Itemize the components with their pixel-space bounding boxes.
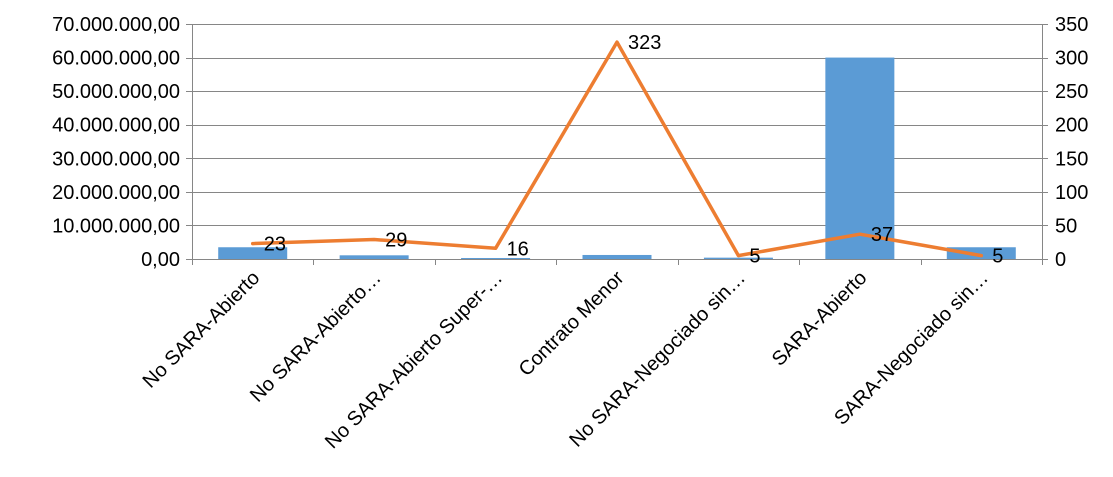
left-axis-tick-label: 20.000.000,00 bbox=[52, 182, 180, 204]
left-axis-tick-label: 50.000.000,00 bbox=[52, 81, 180, 103]
tick-labels: 0,00 10.000.000,00 20.000.000,00 30.000.000… bbox=[52, 14, 1088, 453]
x-axis-category-label: Contrato Menor bbox=[515, 267, 629, 381]
data-label: 29 bbox=[385, 230, 407, 252]
bar bbox=[339, 255, 409, 259]
right-axis-tick-label: 150 bbox=[1055, 148, 1088, 170]
right-axis-tick-label: 50 bbox=[1055, 215, 1077, 237]
left-axis-tick-label: 0,00 bbox=[141, 249, 180, 271]
x-axis-category-label: SARA-Abierto bbox=[768, 267, 872, 371]
bar bbox=[461, 257, 531, 259]
line-series bbox=[250, 40, 984, 258]
left-axis-tick-label: 60.000.000,00 bbox=[52, 48, 180, 70]
bar bbox=[946, 247, 1016, 259]
right-axis-tick-label: 0 bbox=[1055, 249, 1066, 271]
data-label: 37 bbox=[871, 224, 893, 246]
right-axis-tick-label: 300 bbox=[1055, 48, 1088, 70]
right-axis-tick-label: 350 bbox=[1055, 14, 1088, 36]
data-labels: 23 29 16 323 5 37 5 bbox=[264, 32, 1004, 268]
bar bbox=[582, 254, 652, 259]
data-label: 23 bbox=[264, 234, 286, 256]
bar bbox=[218, 247, 288, 259]
right-axis-tick-label: 100 bbox=[1055, 182, 1088, 204]
bar bbox=[825, 57, 895, 260]
bar-series bbox=[218, 57, 1016, 260]
bar bbox=[703, 257, 773, 259]
data-label: 323 bbox=[628, 32, 661, 54]
data-label: 16 bbox=[507, 238, 529, 260]
left-axis-tick-label: 40.000.000,00 bbox=[52, 115, 180, 137]
left-axis-tick-label: 70.000.000,00 bbox=[52, 14, 180, 36]
x-axis-category-label: No SARA-Abierto bbox=[139, 267, 265, 393]
right-axis-tick-label: 200 bbox=[1055, 115, 1088, 137]
data-label: 5 bbox=[749, 246, 760, 268]
x-axis-category-label: No SARA-Abierto… bbox=[246, 267, 386, 407]
data-label: 5 bbox=[992, 246, 1003, 268]
right-axis-tick-label: 250 bbox=[1055, 81, 1088, 103]
axes bbox=[186, 24, 1048, 265]
left-axis-tick-label: 30.000.000,00 bbox=[52, 148, 180, 170]
left-axis-tick-label: 10.000.000,00 bbox=[52, 215, 180, 237]
line-series-path bbox=[250, 40, 984, 258]
gridlines bbox=[192, 24, 1042, 226]
